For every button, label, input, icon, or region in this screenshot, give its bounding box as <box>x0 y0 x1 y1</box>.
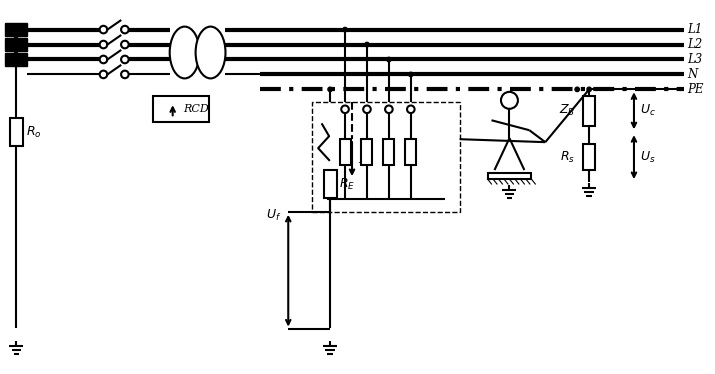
Ellipse shape <box>169 27 199 79</box>
Bar <box>583 96 595 126</box>
Text: N: N <box>687 68 697 81</box>
Bar <box>5 53 27 66</box>
Circle shape <box>121 71 129 78</box>
Circle shape <box>587 87 591 92</box>
Circle shape <box>328 87 332 92</box>
Circle shape <box>341 105 349 113</box>
Circle shape <box>99 71 107 78</box>
Circle shape <box>99 26 107 33</box>
Bar <box>312 102 460 212</box>
Text: $U_c$: $U_c$ <box>640 103 656 118</box>
Circle shape <box>385 105 393 113</box>
Circle shape <box>407 105 415 113</box>
Text: L2: L2 <box>687 38 702 51</box>
Text: $U_f$: $U_f$ <box>267 208 282 223</box>
Circle shape <box>501 92 518 109</box>
Circle shape <box>575 87 579 92</box>
Bar <box>324 170 337 198</box>
Bar <box>5 23 27 36</box>
Bar <box>5 38 27 51</box>
Text: $R_o$: $R_o$ <box>26 125 42 140</box>
Text: $R_E$: $R_E$ <box>339 177 355 191</box>
Circle shape <box>363 105 371 113</box>
Text: PE: PE <box>687 83 704 96</box>
Text: RCD: RCD <box>184 104 209 114</box>
Text: $R_s$: $R_s$ <box>560 150 575 165</box>
Circle shape <box>121 41 129 48</box>
Circle shape <box>121 56 129 63</box>
Circle shape <box>387 57 391 62</box>
Text: L1: L1 <box>687 23 702 36</box>
Bar <box>340 139 350 165</box>
Circle shape <box>365 42 369 47</box>
Circle shape <box>99 41 107 48</box>
Text: L3: L3 <box>687 53 702 66</box>
Text: $Z_B$: $Z_B$ <box>559 103 575 118</box>
Text: If: If <box>358 153 368 166</box>
Circle shape <box>121 26 129 33</box>
Bar <box>583 144 595 170</box>
Bar <box>488 173 531 179</box>
Text: $U_s$: $U_s$ <box>640 150 656 165</box>
Circle shape <box>408 72 413 77</box>
Bar <box>153 96 209 122</box>
Ellipse shape <box>196 27 225 79</box>
Bar <box>10 118 23 146</box>
Bar <box>405 139 416 165</box>
Circle shape <box>99 56 107 63</box>
Bar <box>362 139 373 165</box>
Circle shape <box>343 27 347 32</box>
Bar <box>383 139 395 165</box>
